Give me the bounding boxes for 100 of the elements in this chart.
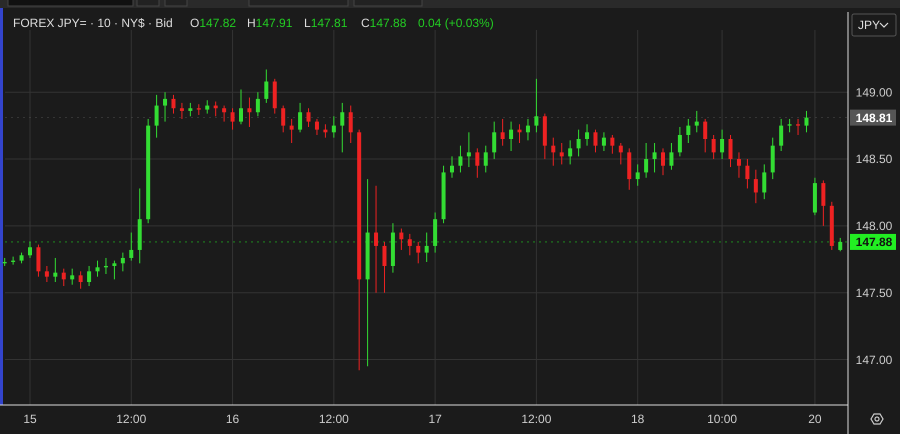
annotation: O147.82 (190, 16, 236, 30)
candlestick (129, 232, 134, 262)
candlestick (154, 94, 159, 138)
candlestick (475, 148, 480, 178)
candlestick (703, 118, 708, 153)
candlestick (694, 110, 699, 133)
candlestick (636, 164, 640, 186)
candlestick (838, 237, 842, 252)
candlestick (821, 180, 826, 226)
candlestick (492, 121, 496, 160)
annotation: H147.91 (247, 16, 293, 30)
x-tick-label: 12:00 (116, 412, 147, 426)
candlestick (239, 89, 243, 125)
candlestick (104, 257, 108, 274)
candlestick (593, 129, 598, 153)
candlestick (87, 265, 92, 287)
candlestick (399, 228, 404, 250)
y-tick-label: 147.50 (856, 286, 893, 300)
x-tick-label: 15 (23, 412, 37, 426)
candlestick (323, 124, 328, 138)
candlestick (736, 152, 741, 178)
candlestick (526, 118, 530, 141)
candlestick (560, 142, 564, 165)
candlestick (205, 100, 210, 114)
annotation: L147.81 (304, 16, 348, 30)
candlestick (180, 102, 184, 120)
candlestick (382, 241, 386, 294)
chart-title: FOREX JPY= · 10 · NY$ · Bid (13, 16, 173, 30)
candlestick (450, 156, 454, 178)
candlestick (374, 185, 378, 294)
candlestick (644, 142, 648, 178)
candlestick (804, 110, 808, 133)
x-tick-label: 10:00 (707, 412, 738, 426)
candlestick (163, 92, 168, 122)
candlestick (728, 134, 733, 168)
candlestick (754, 169, 758, 204)
candlestick (712, 134, 716, 160)
candlestick (585, 124, 590, 146)
ref-line-label: 148.81 (856, 110, 893, 125)
candlestick (466, 132, 471, 168)
candlestick (171, 94, 176, 114)
candlestick (408, 233, 412, 256)
y-tick-label: 148.00 (856, 219, 893, 234)
x-tick-label: 12:00 (521, 412, 552, 426)
y-tick-label: 147.00 (856, 352, 893, 367)
x-tick-label: 20 (808, 412, 822, 426)
candlestick (661, 148, 665, 176)
candlestick (281, 105, 286, 133)
candlestick (120, 252, 125, 272)
candlestick (618, 142, 623, 165)
candlestick (500, 118, 505, 146)
x-tick-label: 16 (226, 412, 240, 426)
candlestick (686, 118, 690, 144)
annotation: C147.88 (361, 16, 407, 30)
candlestick (424, 232, 429, 262)
y-tick-label: 149.00 (856, 85, 893, 100)
candlestick (256, 92, 260, 117)
candlestick (458, 145, 462, 173)
candlestick (602, 132, 606, 152)
candlestick (53, 257, 58, 283)
candlestick (534, 78, 538, 133)
candlestick (518, 124, 522, 144)
candlestick (78, 270, 83, 290)
candlestick (70, 268, 74, 286)
candlestick (290, 118, 294, 144)
candlestick (745, 158, 750, 189)
candlestick (484, 145, 488, 173)
candlestick (678, 126, 682, 157)
candlestick (669, 142, 674, 170)
x-tick-label: 12:00 (318, 412, 350, 426)
candlestick (762, 164, 766, 200)
candlestick (222, 105, 226, 122)
candlestick (264, 68, 268, 104)
candlestick (551, 137, 556, 166)
candlestick (214, 101, 218, 117)
candlestick (298, 102, 302, 133)
y-tick-label: 148.50 (856, 152, 893, 166)
candlestick (576, 129, 581, 157)
candlestick (112, 260, 116, 280)
candlestick (188, 102, 192, 117)
candlestick (416, 241, 420, 264)
text: JPY (858, 18, 880, 32)
candlestick (348, 105, 353, 144)
candlestick (332, 116, 336, 138)
x-tick-label: 17 (428, 412, 442, 426)
candlestick (720, 129, 724, 160)
candlestick (509, 121, 514, 152)
candlestick (28, 241, 32, 258)
candlestick (306, 108, 311, 128)
candlestick (340, 102, 344, 153)
candlestick (20, 252, 24, 264)
x-tick-label: 18 (631, 412, 645, 426)
candlestick (779, 118, 784, 152)
candlestick (652, 142, 657, 173)
candlestick (44, 265, 49, 283)
candlestick (568, 140, 572, 165)
candlestick (62, 268, 66, 287)
candlestick (314, 118, 319, 136)
candlestick (247, 97, 252, 128)
candlestick (230, 108, 235, 130)
